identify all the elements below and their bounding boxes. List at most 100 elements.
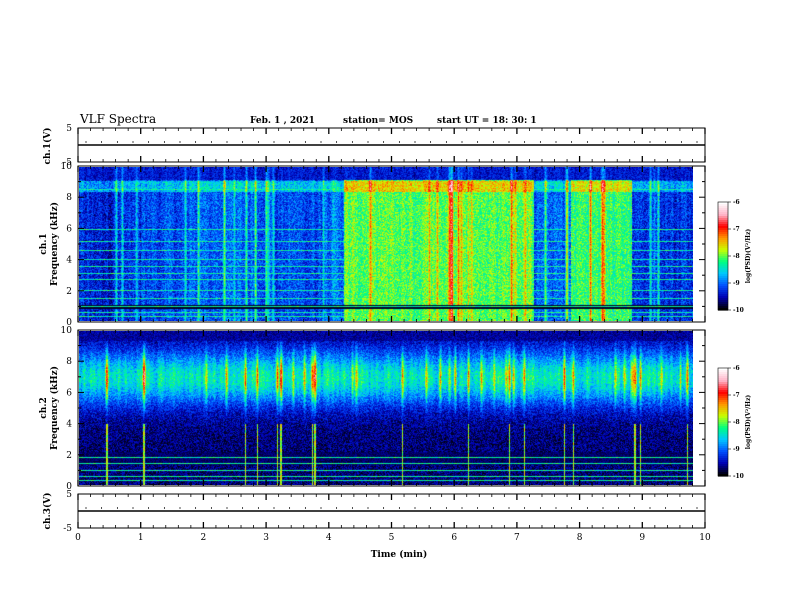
colorbar-tick-label: -9 [733, 280, 740, 287]
ch1-colorbar: -6 -7 -8 -9 -10 log(PSD)(V²/Hz) [717, 199, 752, 314]
colorbar-segment [718, 420, 728, 423]
colorbar-tick-label: -10 [733, 473, 744, 480]
ch3-waveform-axis: 0 1 2 3 4 5 6 7 8 9 10 5 -5 [63, 490, 711, 543]
colorbar-segment [718, 254, 728, 257]
colorbar-segment [718, 234, 728, 237]
x-tick-label: 2 [201, 533, 207, 543]
colorbar-segment [718, 410, 728, 413]
colorbar-segment [718, 212, 728, 215]
ch2-spectrogram-panel: 0 2 4 6 8 10 ch.2 Frequency (kHz) [39, 326, 706, 492]
colorbar-segment [718, 242, 728, 245]
colorbar-segment [718, 230, 728, 233]
colorbar-tick-label: -10 [733, 307, 744, 314]
colorbar-segment [718, 220, 728, 223]
ch1-waveform-axis: 5 -5 [63, 124, 706, 168]
colorbar-segment [718, 290, 728, 293]
colorbar-segment [718, 250, 728, 253]
colorbar-segment [718, 202, 728, 205]
colorbar-segment [718, 424, 728, 427]
colorbar-segment [718, 262, 728, 265]
colorbar-tick-label: -7 [733, 392, 740, 399]
y-tick-label: 4 [66, 420, 72, 430]
colorbar-segment [718, 274, 728, 277]
colorbar-segment [718, 264, 728, 267]
colorbar-segment [718, 398, 728, 401]
ch1-waveform-ylabel: ch.1(V) [42, 128, 53, 165]
colorbar-segment [718, 266, 728, 269]
y-tick-label: -5 [63, 524, 72, 534]
colorbar-segment [718, 402, 728, 405]
colorbar-segment [718, 426, 728, 429]
y-tick-label: 0 [66, 482, 72, 492]
colorbar-segment [718, 222, 728, 225]
colorbar-segment [718, 204, 728, 207]
station-label: station= MOS [343, 116, 413, 126]
colorbar-segment [718, 304, 728, 307]
colorbar-segment [718, 294, 728, 297]
colorbar-segment [718, 256, 728, 259]
colorbar-segment [718, 430, 728, 433]
colorbar-segment [718, 302, 728, 305]
colorbar-segment [718, 270, 728, 273]
ch2-spectrogram-image [79, 331, 693, 485]
y-tick-label: 10 [61, 326, 73, 336]
colorbar-segment [718, 224, 728, 227]
colorbar-segment [718, 232, 728, 235]
colorbar-segment [718, 300, 728, 303]
colorbar-segment [718, 416, 728, 419]
colorbar-segment [718, 394, 728, 397]
x-tick-label: 1 [138, 533, 144, 543]
colorbar-segment [718, 450, 728, 453]
y-tick-label: 0 [66, 318, 72, 328]
colorbar-segment [718, 454, 728, 457]
y-tick-label: 10 [61, 162, 73, 172]
ch1-spectrogram-axis: 0 2 4 6 8 10 [61, 162, 706, 328]
colorbar-segment [718, 282, 728, 285]
colorbar-segment [718, 218, 728, 221]
colorbar-segment [718, 408, 728, 411]
ch2-spectrogram-ylabel: Frequency (kHz) [49, 366, 60, 450]
colorbar-label: log(PSD)(V²/Hz) [745, 395, 752, 450]
y-tick-label: 6 [66, 388, 72, 398]
colorbar-segment [718, 240, 728, 243]
colorbar-segment [718, 380, 728, 383]
colorbar-segment [718, 392, 728, 395]
ch2-spectrogram-channel-label: ch.2 [39, 397, 49, 418]
colorbar-segment [718, 404, 728, 407]
colorbar-segment [718, 252, 728, 255]
colorbar-tick-label: -6 [733, 199, 740, 206]
colorbar-segment [718, 438, 728, 441]
colorbar-segment [718, 440, 728, 443]
ch1-spectrogram-panel: 0 2 4 6 8 10 ch.1 Frequency (kHz) [39, 162, 706, 328]
colorbar-segment [718, 210, 728, 213]
x-tick-label: 9 [639, 533, 645, 543]
colorbar-segment [718, 308, 728, 311]
colorbar-segment [718, 296, 728, 299]
colorbar-segment [718, 382, 728, 385]
colorbar-segment [718, 448, 728, 451]
colorbar-segment [718, 286, 728, 289]
colorbar-segment [718, 462, 728, 465]
colorbar-segment [718, 306, 728, 309]
colorbar-segment [718, 470, 728, 473]
figure-title: VLF Spectra [79, 112, 156, 126]
colorbar-segment [718, 280, 728, 283]
colorbar-segment [718, 268, 728, 271]
start-time-label: start UT = 18: 30: 1 [437, 116, 537, 126]
colorbar-tick-label: -8 [733, 419, 740, 426]
y-tick-label: 4 [66, 256, 72, 266]
colorbar-segment [718, 368, 728, 371]
x-tick-label: 10 [699, 533, 711, 543]
ch1-waveform-panel: 5 -5 ch.1(V) [42, 124, 706, 168]
colorbar-segment [718, 406, 728, 409]
colorbar-tick-label: -7 [733, 226, 740, 233]
x-tick-label: 8 [577, 533, 583, 543]
colorbar-segment [718, 452, 728, 455]
colorbar-segment [718, 258, 728, 261]
y-tick-label: 6 [66, 224, 72, 234]
colorbar-segment [718, 376, 728, 379]
colorbar-segment [718, 464, 728, 467]
y-tick-label: -5 [63, 158, 72, 168]
colorbar-segment [718, 442, 728, 445]
